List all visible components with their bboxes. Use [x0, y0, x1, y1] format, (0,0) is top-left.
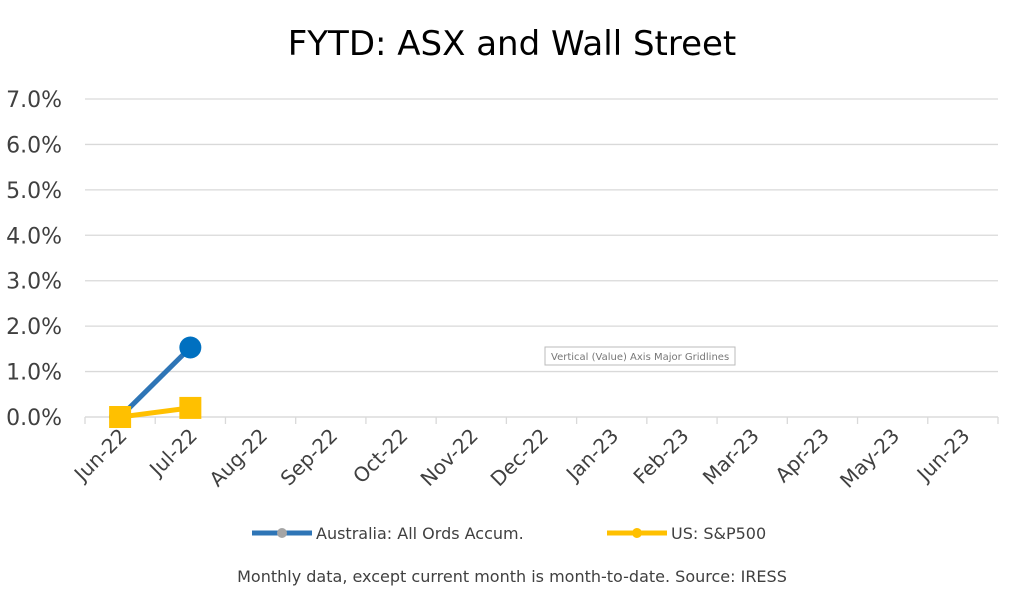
x-tick-label: Jun-23 [911, 424, 975, 488]
y-tick-label: 5.0% [6, 179, 62, 204]
x-tick-label: Jul-22 [143, 424, 202, 483]
x-tick-label: Oct-22 [348, 424, 413, 489]
legend-label: Australia: All Ords Accum. [316, 524, 524, 543]
footnote: Monthly data, except current month is mo… [237, 567, 787, 586]
y-tick-label: 0.0% [6, 406, 62, 431]
y-tick-label: 7.0% [6, 88, 62, 113]
x-tick-label: Mar-23 [698, 424, 764, 490]
legend-marker [277, 528, 287, 538]
x-tick-label: Jun-22 [68, 424, 132, 488]
x-tick-label: Nov-22 [416, 424, 483, 491]
chart-title: FYTD: ASX and Wall Street [288, 24, 737, 64]
marker [179, 336, 202, 359]
marker [179, 396, 202, 419]
y-tick-label: 4.0% [6, 224, 62, 249]
y-tick-label: 2.0% [6, 315, 62, 340]
x-tick-label: Jan-23 [560, 424, 623, 487]
legend-marker [632, 528, 642, 538]
tooltip-box [544, 346, 736, 366]
x-tick-label: Sep-22 [276, 424, 343, 491]
legend-label: US: S&P500 [671, 524, 766, 543]
x-tick-label: Aug-22 [204, 424, 272, 492]
series-line [119, 405, 191, 420]
x-tick-label: Apr-23 [770, 424, 834, 488]
x-tick-label: Feb-23 [628, 424, 693, 489]
y-tick-label: 1.0% [6, 361, 62, 386]
y-tick-label: 6.0% [6, 133, 62, 158]
x-tick-label: May-23 [835, 424, 904, 493]
series-line [118, 345, 193, 419]
y-tick-label: 3.0% [6, 270, 62, 295]
tooltip: Vertical (Value) Axis Major Gridlines [551, 352, 729, 363]
x-tick-label: Dec-22 [486, 424, 553, 491]
marker [109, 406, 132, 428]
